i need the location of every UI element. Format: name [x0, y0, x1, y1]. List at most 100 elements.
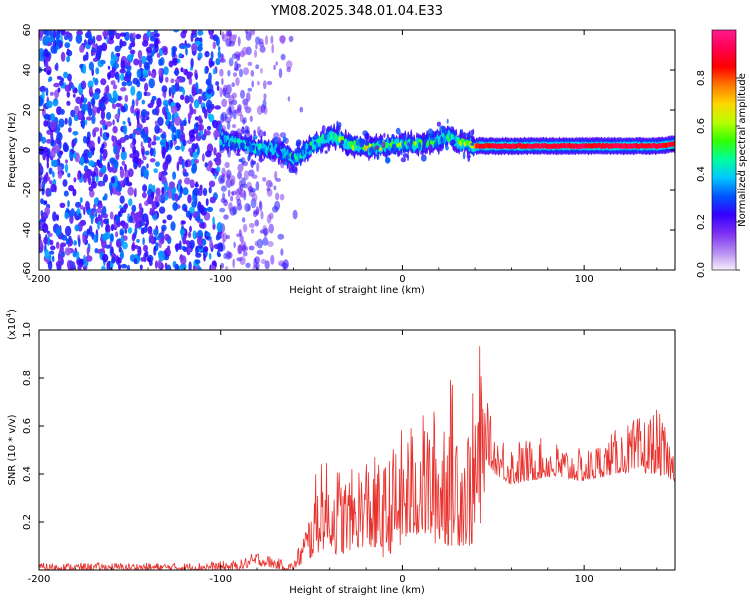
spectrogram-noise-cell [204, 67, 207, 74]
spectrogram-noise-cell [77, 172, 80, 181]
spectrogram-noise-cell [173, 30, 180, 33]
spectrogram-noise-cell [271, 43, 275, 54]
spectrogram-noise-cell [225, 84, 232, 95]
spectrogram-noise-cell [129, 49, 136, 55]
spectrogram-noise-cell [184, 160, 189, 168]
spectrogram-noise-cell [102, 196, 106, 201]
spectrogram-noise-cell [128, 45, 132, 50]
spectrogram-noise-cell [205, 99, 213, 110]
spectrogram-scatter-cell [327, 145, 331, 152]
spectrogram-noise-cell [185, 43, 191, 48]
spectrogram-noise-cell [93, 111, 96, 117]
spectrogram-noise-cell [213, 147, 217, 156]
spectrogram-scatter-cell [456, 148, 459, 153]
spectrogram-noise-cell [136, 129, 141, 136]
spectrogram-noise-cell [182, 88, 185, 96]
spectrogram-noise-cell [86, 209, 92, 216]
spectrogram-noise-cell [51, 255, 55, 263]
spectrogram-noise-cell [86, 228, 90, 235]
spectrogram-noise-cell [160, 133, 166, 139]
spectrogram-noise-cell [84, 119, 88, 126]
spectrogram-noise-cell [218, 175, 225, 185]
spectrogram-scatter-cell [381, 141, 386, 149]
spectrogram-noise-cell [106, 84, 110, 94]
spectrogram-noise-cell [259, 45, 266, 53]
spectrogram-noise-cell [142, 237, 145, 246]
spectrogram-noise-cell [56, 214, 59, 222]
spectrogram-noise-cell [195, 122, 199, 128]
spectrogram-noise-cell [97, 136, 101, 145]
spectrogram-noise-cell [232, 205, 238, 215]
spectrogram-noise-cell [136, 238, 140, 243]
spectrogram-noise-cell [161, 146, 167, 157]
spectrogram-noise-cell [204, 50, 210, 58]
snr-panel: -200 -100 0 100 0.2 0.4 0.6 0.8 1.0 Height of s… [5, 309, 676, 596]
spectrogram-noise-cell [274, 170, 278, 180]
spectrogram-noise-cell [206, 206, 214, 213]
spectrogram-noise-cell [150, 72, 156, 78]
spectrogram-noise-cell [199, 88, 203, 95]
snr-multiplier-exp: 4 [5, 312, 13, 317]
spectrogram-noise-cell [167, 188, 172, 199]
spectrogram-noise-cell [83, 254, 86, 264]
spectrogram-noise-cell [150, 191, 155, 198]
spectrogram-noise-cell [150, 50, 156, 55]
spectrogram-noise-cell [143, 61, 150, 70]
spectrogram-y-label: Frequency (Hz) [7, 112, 18, 188]
spectrogram-noise-cell [185, 70, 188, 75]
spectrogram-scatter-cell [453, 131, 457, 136]
spectrogram-noise-cell [286, 66, 292, 73]
spectrogram-noise-cell [87, 151, 93, 159]
spectrogram-scatter-cell [441, 141, 445, 146]
spectrogram-noise-cell [197, 52, 203, 59]
spectrogram-noise-cell [173, 70, 180, 75]
spectrogram-noise-cell [244, 203, 251, 212]
spectrogram-noise-cell [131, 233, 136, 242]
spectrogram-noise-cell [188, 129, 195, 139]
spectrogram-noise-cell [48, 250, 55, 255]
spectrogram-noise-cell [46, 138, 52, 144]
spectrogram-noise-cell [116, 191, 122, 196]
spectrogram-noise-cell [124, 163, 127, 172]
spectrogram-noise-cell [81, 103, 89, 111]
spectrogram-scatter-cell [410, 137, 413, 146]
spectrogram-noise-cell [130, 105, 135, 114]
spectrogram-noise-cell [78, 212, 82, 220]
spectrogram-noise-cell [48, 253, 52, 262]
spectrogram-noise-cell [123, 75, 128, 82]
spectrogram-noise-cell [72, 131, 79, 136]
spectrogram-noise-cell [195, 81, 199, 92]
spectrogram-scatter-cell [236, 153, 241, 157]
spectrogram-noise-cell [210, 51, 214, 60]
spectrogram-noise-cell [299, 106, 304, 113]
spectrogram-noise-cell [67, 200, 70, 208]
spectrogram-noise-cell [120, 87, 127, 92]
spectrogram-noise-cell [39, 96, 44, 107]
spectrogram-noise-cell [52, 211, 57, 222]
spectrogram-noise-cell [64, 247, 72, 256]
spectrogram-noise-cell [66, 49, 73, 57]
spectrogram-noise-cell [278, 68, 283, 79]
spectrogram-noise-cell [214, 156, 222, 167]
spectrogram-noise-cell [178, 76, 184, 83]
spectrogram-noise-cell [166, 214, 173, 221]
spectrogram-noise-cell [262, 177, 267, 182]
spectrogram-noise-cell [230, 195, 234, 202]
spectrogram-noise-cell [292, 209, 298, 220]
spectrogram-noise-cell [172, 171, 177, 180]
spectrogram-noise-cell [127, 227, 133, 234]
spectrogram-noise-cell [106, 132, 110, 138]
spectrogram-noise-cell [134, 223, 141, 229]
snr-multiplier-close: ) [7, 309, 18, 313]
spectrogram-noise-cell [109, 211, 114, 220]
spectrogram-noise-cell [147, 142, 152, 149]
spectrogram-noise-cell [260, 258, 266, 264]
spectrogram-noise-cell [107, 72, 111, 79]
spectrogram-scatter-cell [427, 128, 434, 137]
spectrogram-noise-cell [101, 265, 106, 270]
spectrogram-scatter-cell [376, 153, 380, 160]
spectrogram-noise-cell [101, 233, 109, 241]
spectrogram-noise-cell [256, 249, 264, 255]
spectrogram-noise-cell [90, 171, 96, 178]
spectrogram-noise-cell [134, 227, 138, 236]
